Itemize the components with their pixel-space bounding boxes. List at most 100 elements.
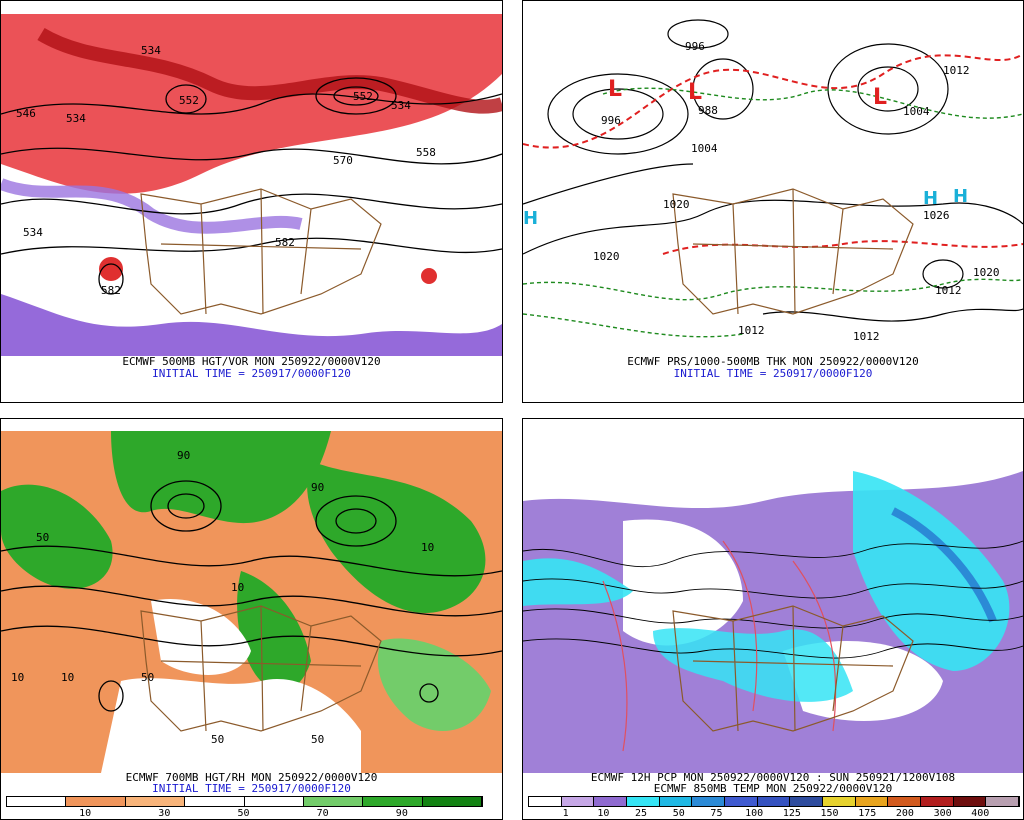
map-700mb-rh: 10 50 10 50 10 50 90 10 90 50 <box>1 431 502 773</box>
isobar-label: 1012 <box>738 324 765 337</box>
rh-label: 50 <box>141 671 154 684</box>
colorbar-swatch <box>790 797 823 806</box>
colorbar-swatch <box>920 797 954 806</box>
isobar-label: 988 <box>698 104 718 117</box>
colorbar-swatch <box>561 797 595 806</box>
colorbar-swatch <box>986 797 1019 806</box>
rh-label: 90 <box>177 449 190 462</box>
colorbar-swatch <box>594 797 627 806</box>
colorbar-tick-label: 100 <box>745 808 764 819</box>
svg-text:H: H <box>953 186 968 207</box>
contour-label: 534 <box>141 44 161 57</box>
caption-line1: ECMWF PRS/1000-500MB THK MON 250922/0000… <box>627 355 919 368</box>
rh-colorbar <box>6 796 483 807</box>
isobar-label: 996 <box>601 114 621 127</box>
colorbar-swatch <box>7 797 67 806</box>
isobar-label: 1012 <box>943 64 970 77</box>
rh-colorbar-ticks: 10 30 50 70 90 <box>6 808 481 819</box>
colorbar-swatch <box>888 797 921 806</box>
isobar-label: 1026 <box>923 209 950 222</box>
caption-line1: ECMWF 700MB HGT/RH MON 250922/0000V120 <box>125 771 378 784</box>
colorbar-tick-label: 125 <box>782 808 801 819</box>
map-pressure-thickness: L L L H H H 996 996 988 1004 1004 1012 1… <box>523 14 1023 356</box>
svg-text:L: L <box>608 77 622 102</box>
colorbar-swatch <box>692 797 725 806</box>
colorbar-tick-label: 10 <box>597 808 610 819</box>
colorbar-tick-label: 50 <box>237 808 250 819</box>
contour-label: 582 <box>101 284 121 297</box>
map-precip-850mb-temp <box>523 431 1023 773</box>
isobar-label: 1020 <box>663 198 690 211</box>
colorbar-swatch <box>303 797 364 806</box>
colorbar-tick-label: 400 <box>971 808 990 819</box>
colorbar-tick-label: 30 <box>158 808 171 819</box>
rh-label: 50 <box>36 531 49 544</box>
isobar-label: 996 <box>685 40 705 53</box>
contour-label: 570 <box>333 154 353 167</box>
contour-label: 534 <box>23 226 43 239</box>
isobar-label: 1012 <box>853 330 880 343</box>
caption-line2: INITIAL TIME = 250917/0000F120 <box>152 367 351 380</box>
colorbar-swatch <box>855 797 889 806</box>
contour-label: 534 <box>66 112 86 125</box>
contour-label: 534 <box>391 99 411 112</box>
colorbar-swatch <box>185 797 245 806</box>
colorbar-tick-label: 50 <box>672 808 685 819</box>
contour-label: 582 <box>275 236 295 249</box>
svg-text:H: H <box>923 188 938 209</box>
colorbar-swatch <box>659 797 693 806</box>
colorbar-swatch <box>125 797 186 806</box>
colorbar-swatch <box>363 797 423 806</box>
colorbar-tick-label: 70 <box>316 808 329 819</box>
colorbar-swatch <box>244 797 304 806</box>
contour-label: 558 <box>416 146 436 159</box>
caption-line1: ECMWF 12H PCP MON 250922/0000V120 : SUN … <box>590 771 956 784</box>
isobar-label: 1004 <box>691 142 718 155</box>
pcp-colorbar <box>528 796 1020 807</box>
pcp-colorbar-ticks: 1 10 25 50 75 100 125 150 175 200 300 400 <box>528 808 1018 819</box>
rh-label: 10 <box>421 541 434 554</box>
svg-text:L: L <box>688 80 702 105</box>
contour-label: 552 <box>353 90 373 103</box>
contour-label: 552 <box>179 94 199 107</box>
rh-label: 50 <box>311 733 324 746</box>
colorbar-swatch <box>529 797 562 806</box>
colorbar-swatch <box>757 797 791 806</box>
colorbar-swatch <box>822 797 856 806</box>
colorbar-tick-label: 150 <box>820 808 839 819</box>
panel-precip-850mb-temp: ECMWF 12H PCP MON 250922/0000V120 : SUN … <box>522 418 1024 820</box>
colorbar-tick-label: 90 <box>395 808 408 819</box>
svg-text:L: L <box>873 85 887 110</box>
panel-700mb-rh: 10 50 10 50 10 50 90 10 90 50 ECMWF 700M… <box>0 418 503 820</box>
colorbar-tick-label: 25 <box>635 808 648 819</box>
rh-label: 50 <box>211 733 224 746</box>
panel-500mb-vorticity: 534 546 534 552 534 552 570 582 582 534 … <box>0 0 503 403</box>
colorbar-tick-label: 1 <box>562 808 569 819</box>
colorbar-tick-label: 200 <box>895 808 914 819</box>
rh-label: 10 <box>11 671 24 684</box>
colorbar-swatch <box>422 797 482 806</box>
colorbar-tick-label: 10 <box>79 808 92 819</box>
colorbar-swatch <box>66 797 126 806</box>
map-500mb-vorticity: 534 546 534 552 534 552 570 582 582 534 … <box>1 14 502 356</box>
isobar-label: 1020 <box>973 266 1000 279</box>
caption-line2: ECMWF 850MB TEMP MON 250922/0000V120 <box>653 782 893 795</box>
caption-line2: INITIAL TIME = 250917/0000F120 <box>152 782 351 795</box>
rh-label: 10 <box>61 671 74 684</box>
colorbar-swatch <box>953 797 987 806</box>
svg-text:H: H <box>523 208 538 229</box>
isobar-label: 1004 <box>903 105 930 118</box>
isobar-label: 1012 <box>935 284 962 297</box>
rh-label: 10 <box>231 581 244 594</box>
isobar-label: 1020 <box>593 250 620 263</box>
colorbar-swatch <box>724 797 758 806</box>
colorbar-tick-label: 75 <box>710 808 723 819</box>
colorbar-tick-label: 175 <box>858 808 877 819</box>
caption-line2: INITIAL TIME = 250917/0000F120 <box>673 367 873 380</box>
panel-pressure-thickness: L L L H H H 996 996 988 1004 1004 1012 1… <box>522 0 1024 403</box>
caption-line1: ECMWF 500MB HGT/VOR MON 250922/0000V120 <box>122 355 381 368</box>
colorbar-swatch <box>626 797 660 806</box>
contour-label: 546 <box>16 107 36 120</box>
rh-label: 90 <box>311 481 324 494</box>
colorbar-tick-label: 300 <box>933 808 952 819</box>
